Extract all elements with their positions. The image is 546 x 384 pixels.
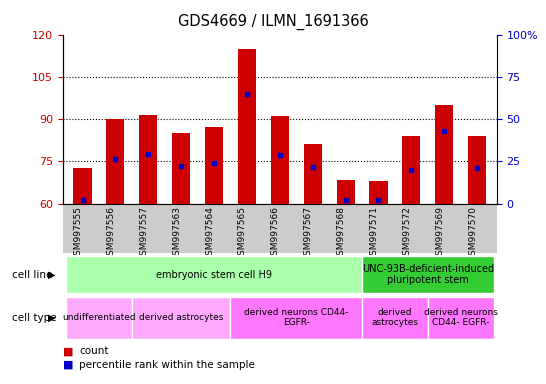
Text: GSM997555: GSM997555 <box>74 206 82 261</box>
Bar <box>205 127 223 204</box>
Bar <box>336 180 355 204</box>
Bar <box>238 49 256 204</box>
Text: derived
astrocytes: derived astrocytes <box>371 308 418 328</box>
Bar <box>172 133 190 204</box>
Text: ▶: ▶ <box>48 270 55 280</box>
Bar <box>66 296 132 339</box>
Bar <box>370 181 388 204</box>
Bar <box>66 256 362 293</box>
Bar <box>139 115 157 204</box>
Bar <box>230 296 362 339</box>
Text: GDS4669 / ILMN_1691366: GDS4669 / ILMN_1691366 <box>177 13 369 30</box>
Bar <box>304 144 322 204</box>
Text: undifferentiated: undifferentiated <box>62 313 136 322</box>
Bar <box>362 296 428 339</box>
Text: derived neurons CD44-
EGFR-: derived neurons CD44- EGFR- <box>244 308 348 328</box>
Bar <box>435 105 453 204</box>
Text: GSM997556: GSM997556 <box>106 206 115 261</box>
Text: GSM997565: GSM997565 <box>238 206 247 261</box>
Text: embryonic stem cell H9: embryonic stem cell H9 <box>156 270 272 280</box>
Bar <box>271 116 289 204</box>
Bar <box>74 168 92 204</box>
Bar <box>428 296 494 339</box>
Text: count: count <box>79 346 109 356</box>
Text: cell line: cell line <box>12 270 52 280</box>
Bar <box>132 296 230 339</box>
Text: ■: ■ <box>63 346 73 356</box>
Text: GSM997568: GSM997568 <box>336 206 346 261</box>
Text: ▶: ▶ <box>48 313 55 323</box>
Text: GSM997563: GSM997563 <box>172 206 181 261</box>
Text: GSM997566: GSM997566 <box>271 206 280 261</box>
Text: GSM997571: GSM997571 <box>370 206 378 261</box>
Text: GSM997567: GSM997567 <box>304 206 313 261</box>
Bar <box>362 256 494 293</box>
Text: GSM997564: GSM997564 <box>205 206 214 261</box>
Bar <box>402 136 420 204</box>
Text: GSM997572: GSM997572 <box>402 206 411 261</box>
Text: cell type: cell type <box>12 313 57 323</box>
Text: GSM997557: GSM997557 <box>139 206 149 261</box>
Text: derived neurons
CD44- EGFR-: derived neurons CD44- EGFR- <box>424 308 497 328</box>
Text: GSM997569: GSM997569 <box>435 206 444 261</box>
Bar <box>106 119 124 204</box>
Text: derived astrocytes: derived astrocytes <box>139 313 223 322</box>
Text: UNC-93B-deficient-induced
pluripotent stem: UNC-93B-deficient-induced pluripotent st… <box>362 264 494 285</box>
Text: GSM997570: GSM997570 <box>468 206 477 261</box>
Text: percentile rank within the sample: percentile rank within the sample <box>79 360 255 370</box>
Text: ■: ■ <box>63 360 73 370</box>
Bar <box>468 136 486 204</box>
